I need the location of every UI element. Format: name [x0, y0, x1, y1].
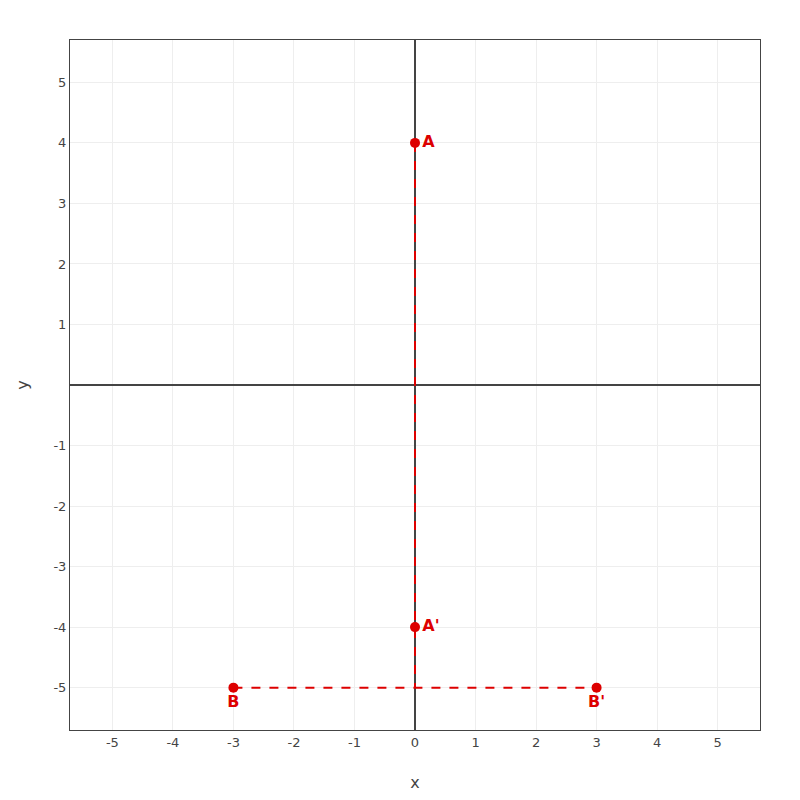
svg-text:B': B' — [588, 692, 605, 711]
svg-text:A: A — [422, 132, 435, 151]
svg-text:5: 5 — [58, 75, 66, 90]
svg-text:-5: -5 — [106, 735, 119, 750]
svg-text:1: 1 — [58, 317, 66, 332]
svg-text:2: 2 — [532, 735, 540, 750]
svg-text:-4: -4 — [166, 735, 179, 750]
svg-text:-3: -3 — [227, 735, 240, 750]
svg-text:0: 0 — [411, 735, 419, 750]
svg-text:x: x — [410, 773, 419, 792]
svg-text:-2: -2 — [53, 499, 66, 514]
svg-text:B: B — [227, 692, 239, 711]
svg-text:4: 4 — [653, 735, 661, 750]
svg-text:-2: -2 — [287, 735, 300, 750]
svg-text:A': A' — [422, 616, 439, 635]
svg-text:-3: -3 — [53, 559, 66, 574]
svg-text:3: 3 — [58, 196, 66, 211]
svg-text:-5: -5 — [53, 680, 66, 695]
svg-text:3: 3 — [592, 735, 600, 750]
svg-text:5: 5 — [713, 735, 721, 750]
svg-text:2: 2 — [58, 257, 66, 272]
svg-text:-1: -1 — [53, 438, 66, 453]
svg-text:4: 4 — [58, 135, 66, 150]
svg-text:-4: -4 — [53, 620, 66, 635]
svg-text:-1: -1 — [348, 735, 361, 750]
svg-text:y: y — [13, 380, 32, 389]
svg-text:1: 1 — [471, 735, 479, 750]
